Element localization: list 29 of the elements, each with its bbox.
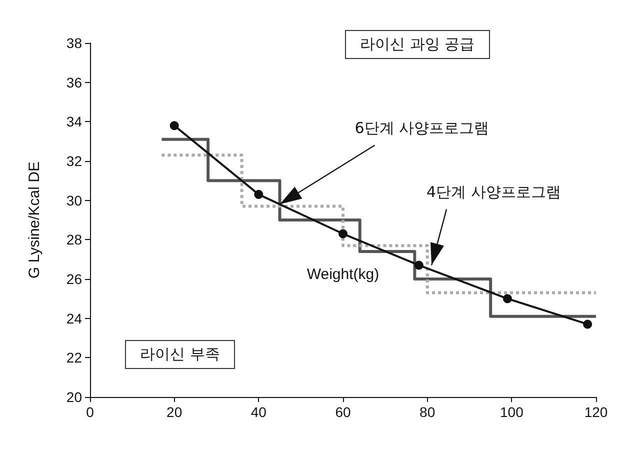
y-tick-label: 38 (66, 35, 82, 51)
annotation: 4단계 사양프로그램 (426, 183, 561, 202)
annotation: 라이신 부족 (125, 340, 235, 369)
y-tick-label: 26 (66, 271, 82, 287)
x-tick-label: 120 (584, 404, 608, 420)
y-tick-label: 22 (66, 350, 82, 366)
point (583, 320, 592, 329)
point (254, 190, 264, 199)
annotation: 라이신 과잉 공급 (345, 30, 490, 59)
point (338, 229, 348, 238)
y-tick-label: 20 (66, 389, 82, 405)
point (170, 121, 179, 130)
x-axis-title: Weight(kg) (306, 266, 380, 283)
point (414, 260, 424, 270)
y-tick-label: 24 (66, 310, 82, 326)
x-tick-label: 20 (166, 404, 182, 420)
y-tick-label: 32 (66, 153, 82, 169)
y-tick-label: 36 (66, 74, 82, 90)
y-tick-label: 34 (66, 114, 82, 130)
x-tick-label: 60 (335, 404, 351, 420)
x-tick-label: 40 (250, 404, 267, 420)
point (502, 294, 512, 304)
x-tick-label: 0 (86, 404, 94, 420)
x-tick-label: 100 (500, 404, 524, 420)
x-tick-label: 80 (420, 404, 436, 420)
y-axis-title: G Lysine/Kcal DE (26, 162, 43, 278)
y-tick-label: 30 (66, 192, 82, 208)
annotation: 6단계 사양프로그램 (354, 119, 490, 138)
y-tick-label: 28 (66, 232, 82, 248)
